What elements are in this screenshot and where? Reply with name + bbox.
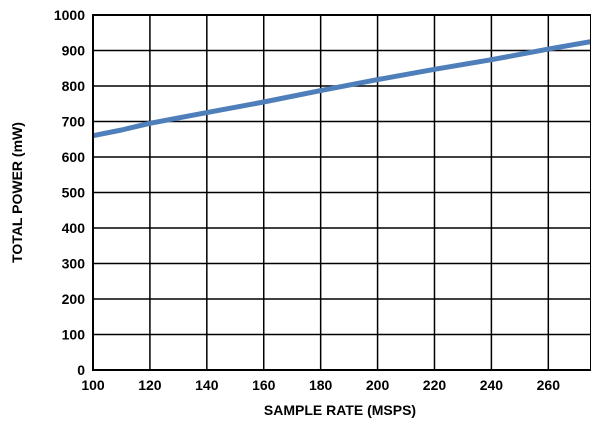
y-tick-label: 600 bbox=[62, 149, 86, 165]
y-tick-label: 800 bbox=[62, 78, 86, 94]
y-tick-label: 1000 bbox=[54, 7, 85, 23]
plot-frame bbox=[92, 14, 591, 371]
series-line bbox=[92, 39, 591, 139]
y-tick-label: 700 bbox=[62, 114, 86, 130]
y-tick-label: 100 bbox=[62, 327, 86, 343]
y-tick-label: 300 bbox=[62, 256, 86, 272]
grid bbox=[92, 14, 591, 371]
y-tick-labels: 0 100 200 300 400 500 600 700 800 900 1000 bbox=[54, 7, 85, 378]
x-tick-label: 160 bbox=[252, 377, 276, 393]
y-tick-label: 500 bbox=[62, 185, 86, 201]
y-axis-label: TOTAL POWER (mW) bbox=[9, 122, 25, 263]
x-tick-label: 100 bbox=[81, 377, 105, 393]
series-layer bbox=[92, 39, 591, 139]
x-tick-label: 260 bbox=[537, 377, 561, 393]
x-tick-labels: 100 120 140 160 180 200 220 240 260 bbox=[81, 377, 560, 393]
x-tick-label: 220 bbox=[423, 377, 447, 393]
x-tick-label: 140 bbox=[195, 377, 219, 393]
x-tick-label: 180 bbox=[309, 377, 333, 393]
x-tick-label: 200 bbox=[366, 377, 390, 393]
y-tick-label: 400 bbox=[62, 220, 86, 236]
x-tick-label: 240 bbox=[480, 377, 504, 393]
x-tick-label: 120 bbox=[138, 377, 162, 393]
y-tick-label: 200 bbox=[62, 291, 86, 307]
y-tick-label: 0 bbox=[77, 362, 85, 378]
y-tick-label: 900 bbox=[62, 43, 86, 59]
x-axis-label: SAMPLE RATE (MSPS) bbox=[264, 402, 416, 418]
